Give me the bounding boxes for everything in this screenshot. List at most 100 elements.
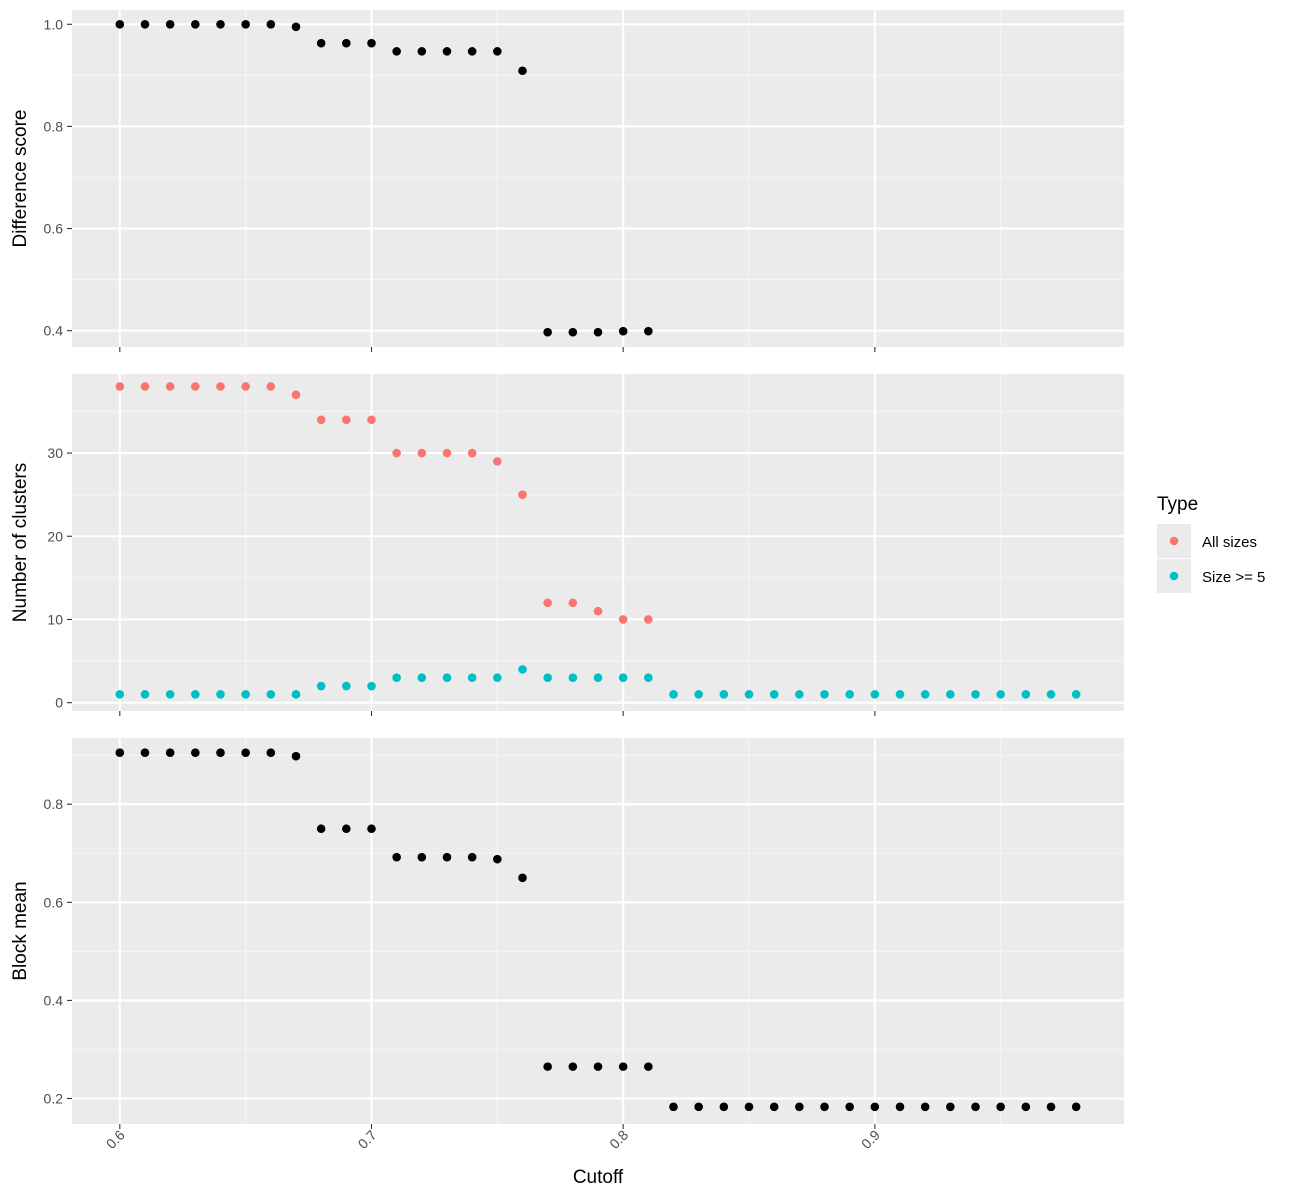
y-tick-label: 0.8 xyxy=(44,796,64,812)
data-point xyxy=(392,852,401,862)
data-point xyxy=(744,690,754,699)
data-point xyxy=(1071,1102,1081,1112)
data-point xyxy=(392,448,401,458)
data-point xyxy=(467,852,477,862)
data-point xyxy=(467,47,477,56)
data-point xyxy=(191,748,200,758)
data-point xyxy=(417,673,427,683)
data-point xyxy=(618,1062,628,1071)
data-point xyxy=(241,748,250,758)
data-point xyxy=(543,327,552,337)
data-point xyxy=(845,1102,854,1112)
data-point xyxy=(719,690,729,699)
panel-background xyxy=(72,374,1124,711)
data-point xyxy=(946,1102,955,1112)
data-point xyxy=(543,673,552,683)
x-tick-label: 0.8 xyxy=(606,1127,631,1152)
data-point xyxy=(291,390,301,400)
data-point xyxy=(769,690,779,699)
data-point xyxy=(795,1102,804,1112)
data-point xyxy=(342,824,351,834)
data-point xyxy=(291,751,301,761)
y-tick-label: 20 xyxy=(47,528,63,544)
data-point xyxy=(845,690,854,699)
data-point xyxy=(795,690,804,699)
y-tick-label: 0.2 xyxy=(44,1090,64,1106)
panel-background xyxy=(72,10,1124,347)
data-point xyxy=(568,1062,578,1071)
data-point xyxy=(719,1102,729,1112)
data-point xyxy=(669,1102,678,1112)
y-tick-label: 0.4 xyxy=(44,323,64,339)
data-point xyxy=(140,748,150,758)
y-tick-label: 10 xyxy=(47,611,63,627)
data-point xyxy=(694,690,703,699)
data-point xyxy=(920,690,930,699)
data-point xyxy=(316,681,326,691)
data-point xyxy=(417,852,427,862)
data-point xyxy=(266,19,276,29)
panel-2: 0 10 20 30 Number of clusters xyxy=(10,374,1124,716)
data-point xyxy=(1021,1102,1031,1112)
data-point xyxy=(493,854,502,864)
y-tick-label: 0 xyxy=(55,695,63,711)
y-tick-label: 0.8 xyxy=(44,118,64,134)
data-point xyxy=(291,690,301,699)
data-point xyxy=(568,327,578,337)
legend-key-point xyxy=(1169,536,1179,546)
data-point xyxy=(493,673,502,683)
legend-label: Size >= 5 xyxy=(1202,569,1265,586)
data-point xyxy=(920,1102,930,1112)
data-point xyxy=(115,19,125,29)
data-point xyxy=(996,690,1005,699)
data-point xyxy=(971,1102,980,1112)
data-point xyxy=(543,1062,552,1071)
data-point xyxy=(644,326,653,336)
data-point xyxy=(518,490,527,499)
data-point xyxy=(115,690,125,699)
data-point xyxy=(895,690,905,699)
data-point xyxy=(367,824,376,834)
data-point xyxy=(1046,1102,1056,1112)
data-point xyxy=(165,382,175,391)
y-tick-label: 30 xyxy=(47,445,63,461)
data-point xyxy=(417,47,427,56)
data-point xyxy=(568,673,578,683)
data-point xyxy=(216,690,225,699)
data-point xyxy=(820,1102,829,1112)
data-point xyxy=(266,690,276,699)
data-point xyxy=(417,448,427,458)
data-point xyxy=(216,748,225,758)
y-axis-title: Block mean xyxy=(10,881,31,980)
y-axis-title: Number of clusters xyxy=(10,463,31,622)
legend-title: Type xyxy=(1157,494,1198,515)
x-tick-label: 0.6 xyxy=(103,1127,128,1152)
data-point xyxy=(593,673,603,683)
data-point xyxy=(216,382,225,391)
data-point xyxy=(342,38,351,48)
data-point xyxy=(870,690,880,699)
data-point xyxy=(820,690,829,699)
data-point xyxy=(316,824,326,834)
data-point xyxy=(191,690,200,699)
data-point xyxy=(241,690,250,699)
data-point xyxy=(769,1102,779,1112)
data-point xyxy=(518,873,527,883)
data-point xyxy=(1021,690,1031,699)
data-point xyxy=(191,382,200,391)
data-point xyxy=(644,673,653,683)
data-point xyxy=(593,606,603,616)
data-point xyxy=(618,615,628,624)
data-point xyxy=(241,382,250,391)
x-tick-label: 0.7 xyxy=(355,1127,380,1152)
data-point xyxy=(241,19,250,29)
data-point xyxy=(316,415,326,425)
data-point xyxy=(644,1062,653,1071)
y-tick-label: 0.6 xyxy=(44,221,64,237)
data-point xyxy=(165,19,175,29)
data-point xyxy=(442,47,452,56)
data-point xyxy=(467,448,477,458)
y-tick-label: 1.0 xyxy=(44,16,64,32)
data-point xyxy=(744,1102,754,1112)
